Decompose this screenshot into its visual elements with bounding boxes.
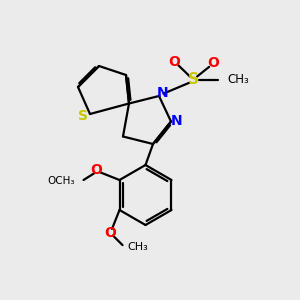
Text: N: N [170,114,182,128]
Text: S: S [78,109,88,122]
Text: OCH₃: OCH₃ [48,176,75,187]
Text: CH₃: CH₃ [227,73,249,86]
Text: O: O [168,55,180,68]
Text: N: N [157,86,168,100]
Text: O: O [91,164,102,177]
Text: O: O [105,226,116,240]
Text: O: O [207,56,219,70]
Text: CH₃: CH₃ [127,242,148,253]
Text: S: S [188,72,199,87]
